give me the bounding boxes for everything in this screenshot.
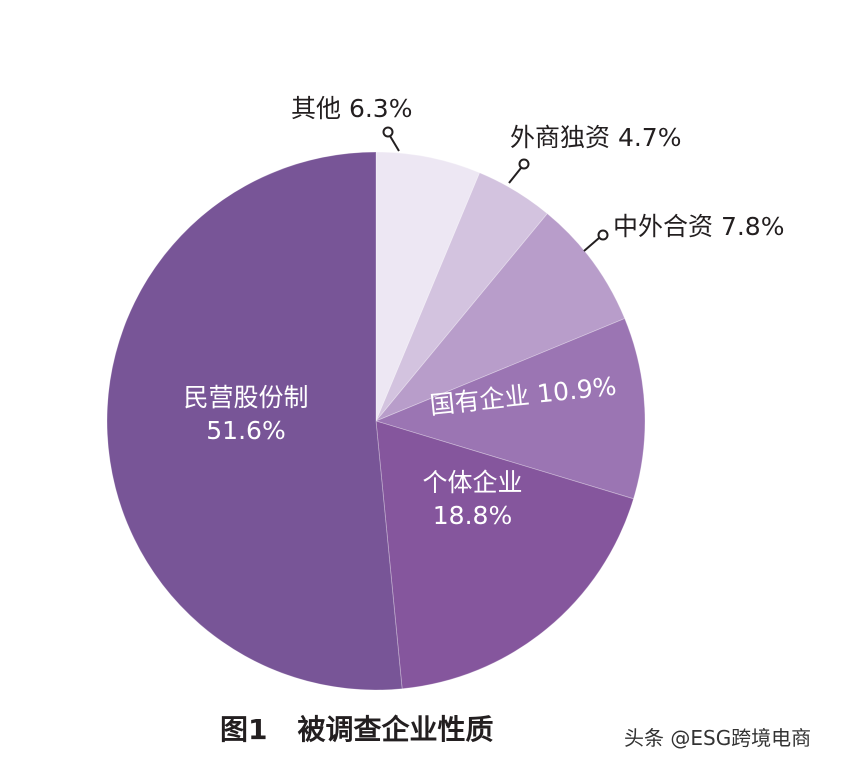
pie-slice-3 — [374, 318, 646, 500]
callout-dot-jv — [597, 229, 609, 241]
label-other: 其他 6.3% — [291, 94, 413, 123]
callout-line-foreign — [508, 167, 522, 184]
title-text: 被调查企业性质 — [297, 713, 494, 746]
figure-number: 图1 — [220, 713, 268, 746]
callout-line-other — [389, 135, 400, 152]
pie-slice-4 — [375, 420, 634, 690]
label-private-shareholding: 民营股份制 51.6% — [166, 382, 326, 447]
pie-slice-2 — [375, 213, 626, 422]
pie-slice-0 — [375, 151, 481, 422]
callout-dot-foreign — [518, 158, 530, 170]
label-private-value: 51.6% — [206, 415, 286, 445]
chart-title: 图1 被调查企业性质 — [220, 708, 494, 748]
label-private-name: 民营股份制 — [183, 383, 309, 412]
label-foreign-owned: 外商独资 4.7% — [510, 123, 682, 152]
label-individual-name: 个体企业 — [422, 468, 523, 497]
callout-dot-other — [382, 126, 394, 138]
callouts — [382, 126, 609, 252]
label-individual: 个体企业 18.8% — [400, 467, 545, 532]
pie-slice-1 — [375, 172, 548, 422]
label-joint-venture: 中外合资 7.8% — [613, 212, 785, 241]
watermark: 头条 @ESG跨境电商 — [624, 726, 812, 750]
callout-line-jv — [583, 237, 600, 252]
pie-slice-5 — [106, 151, 403, 691]
label-individual-value: 18.8% — [432, 500, 513, 530]
